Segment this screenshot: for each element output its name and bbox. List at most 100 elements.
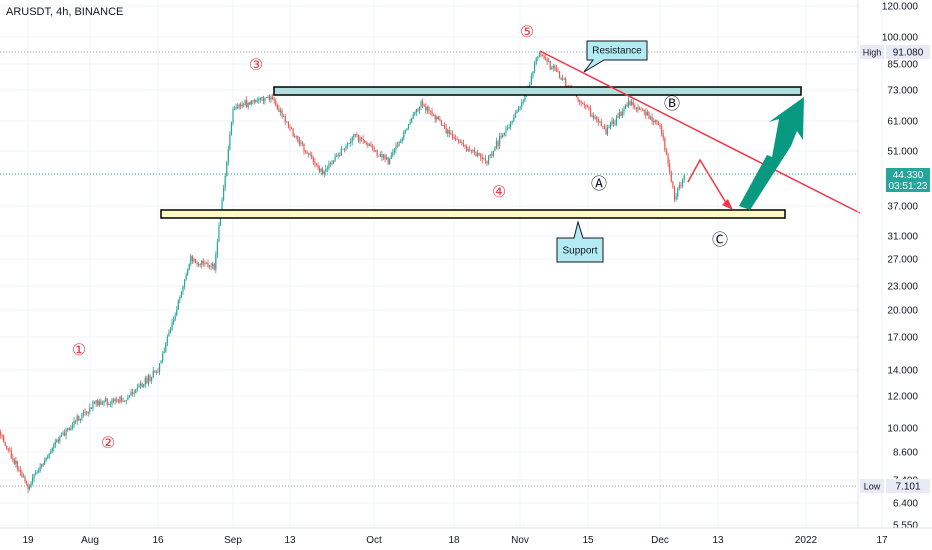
candle-body — [101, 403, 104, 405]
candle-body — [340, 148, 342, 156]
candle-body — [508, 127, 510, 129]
candle-body — [678, 184, 680, 189]
candle-body — [481, 157, 483, 160]
candle-body — [357, 135, 360, 141]
y-tick-label: 23.000 — [887, 282, 918, 293]
candle-body — [345, 146, 347, 149]
candle-body — [276, 105, 278, 109]
candle-body — [297, 136, 299, 140]
candle-body — [281, 110, 283, 117]
candle-body — [635, 107, 637, 110]
y-tick-label: 10.000 — [887, 424, 918, 435]
candle-body — [459, 141, 461, 143]
candle-body — [608, 127, 610, 129]
candle-body — [563, 78, 565, 80]
resistance-callout[interactable]: Resistance — [583, 40, 648, 73]
candle-body — [456, 139, 458, 141]
candle-body — [428, 106, 430, 111]
support-zone[interactable] — [160, 209, 786, 219]
candle-body — [343, 148, 346, 150]
candle-body — [469, 149, 471, 150]
candle-body — [323, 171, 325, 175]
candle-body — [675, 196, 677, 200]
candle-body — [207, 262, 209, 267]
support-callout[interactable]: Support — [556, 220, 604, 263]
bullish-arrow[interactable] — [739, 97, 804, 210]
candle-body — [283, 116, 285, 117]
candle-body — [562, 78, 564, 80]
candle-body — [465, 146, 468, 151]
candle-body — [42, 463, 44, 465]
candle-body — [447, 130, 449, 134]
candle-body — [59, 436, 61, 442]
candle-body — [470, 149, 472, 151]
low-tag-label: Low — [864, 482, 881, 492]
candle-body — [21, 471, 23, 478]
candle-body — [160, 360, 162, 364]
candle-body — [194, 258, 197, 263]
x-tick-label: 19 — [22, 535, 34, 546]
descending-trendline[interactable] — [539, 50, 861, 214]
projected-path[interactable] — [687, 158, 729, 207]
time-axis[interactable]: 19 Aug 16 Sep 13 Oct 18 Nov 15 Dec 13 2022 17 — [22, 535, 888, 546]
candle-body — [440, 120, 443, 126]
candle-body — [480, 154, 482, 158]
candle-body — [417, 109, 419, 111]
candle-body — [136, 387, 138, 390]
candle-body — [147, 375, 150, 384]
candle-body — [120, 396, 123, 402]
candle-body — [329, 162, 332, 165]
candle-body — [350, 141, 352, 144]
candle-body — [6, 445, 8, 449]
y-tick-label: 85.000 — [887, 60, 918, 71]
candle-body — [662, 133, 664, 139]
candle-body — [173, 319, 175, 323]
candle-body — [227, 148, 229, 162]
candle-body — [483, 158, 485, 160]
candle-body — [309, 153, 311, 155]
candle-body — [549, 61, 551, 70]
candle-body — [208, 265, 211, 267]
candle-body — [36, 472, 38, 474]
y-tick-label: 12.000 — [887, 392, 918, 403]
symbol-title: ARUSDT, 4h, BINANCE — [6, 6, 124, 18]
candle-body — [502, 134, 504, 137]
candle-body — [332, 160, 335, 164]
candle-body — [328, 164, 330, 169]
y-tick-label: 73.000 — [887, 86, 918, 97]
candle-body — [116, 399, 118, 401]
candle-body — [62, 432, 64, 436]
candle-body — [105, 398, 107, 401]
low-tag-value: 7.101 — [895, 482, 920, 493]
candle-body — [603, 127, 606, 129]
candle-body — [149, 375, 151, 381]
candle-body — [467, 149, 469, 151]
candle-body — [155, 371, 158, 373]
candle-body — [50, 451, 52, 454]
candle-body — [360, 137, 363, 140]
candle-body — [196, 262, 198, 265]
candle-body — [579, 100, 581, 102]
candle-body — [429, 110, 432, 112]
candle-body — [183, 279, 186, 287]
candle-body — [492, 150, 494, 156]
candle-body — [163, 351, 165, 354]
candle-body — [605, 128, 607, 135]
candle-body — [256, 100, 258, 102]
candle-body — [202, 260, 204, 264]
candle-body — [411, 117, 413, 123]
candle-body — [306, 152, 308, 154]
price-axis[interactable]: 120.000 100.000 85.000 73.000 61.000 51.000 37… — [882, 2, 919, 532]
candle-body — [298, 139, 300, 144]
candle-body — [253, 99, 255, 102]
candles — [0, 51, 685, 494]
candle-body — [76, 415, 78, 422]
resistance-zone[interactable] — [273, 86, 802, 96]
candle-body — [303, 143, 305, 152]
wave-3-label: ③ — [249, 55, 263, 74]
candle-body — [425, 106, 427, 111]
candle-body — [337, 155, 339, 157]
candle-body — [322, 168, 324, 175]
